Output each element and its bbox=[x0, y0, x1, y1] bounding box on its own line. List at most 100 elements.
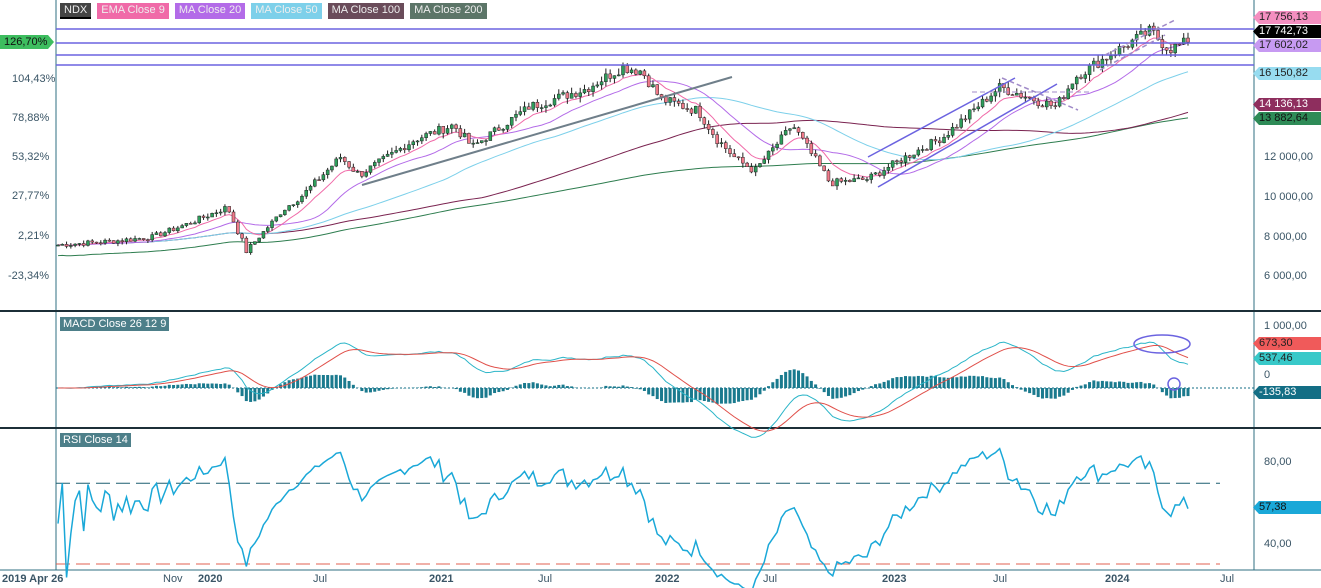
macd-histogram-bar bbox=[719, 388, 723, 404]
candle-body bbox=[501, 129, 505, 131]
legend-ndx[interactable]: NDX bbox=[60, 3, 92, 19]
candle-body bbox=[527, 106, 531, 110]
candle-body bbox=[689, 108, 694, 114]
candle-body bbox=[291, 204, 296, 206]
macd-histogram-bar bbox=[553, 385, 557, 388]
candle-body bbox=[1126, 46, 1130, 48]
macd-histogram-bar bbox=[433, 386, 437, 388]
macd-histogram-bar bbox=[1036, 388, 1040, 398]
macd-histogram-bar bbox=[1023, 388, 1027, 392]
macd-histogram-bar bbox=[715, 388, 719, 404]
candle-body bbox=[642, 70, 647, 77]
pct-tick: -23,34% bbox=[8, 270, 49, 282]
candle-body bbox=[646, 75, 651, 88]
candle-body bbox=[227, 206, 231, 213]
legend-ma20[interactable]: MA Close 20 bbox=[174, 3, 246, 19]
macd-histogram-bar bbox=[548, 386, 552, 388]
macd-histogram-bar bbox=[334, 374, 338, 388]
macd-histogram-bar bbox=[103, 386, 107, 388]
candle-body bbox=[985, 98, 989, 102]
macd-histogram-bar bbox=[895, 377, 899, 388]
macd-histogram-bar bbox=[908, 376, 912, 388]
macd-histogram-bar bbox=[1147, 383, 1151, 388]
dashed-line bbox=[1099, 34, 1166, 71]
candle-body bbox=[1181, 37, 1186, 45]
candle-body bbox=[1040, 105, 1045, 108]
macd-histogram-bar bbox=[745, 388, 749, 401]
macd-histogram-bar bbox=[437, 386, 441, 388]
rsi-title[interactable]: RSI Close 14 bbox=[60, 433, 131, 447]
macd-histogram-bar bbox=[523, 382, 527, 388]
legend-ma100[interactable]: MA Close 100 bbox=[327, 3, 405, 19]
candle-body bbox=[484, 140, 488, 142]
candle-body bbox=[283, 209, 287, 215]
candle-body bbox=[557, 93, 561, 99]
candle-body bbox=[685, 108, 689, 110]
macd-histogram-bar bbox=[711, 388, 715, 403]
macd-histogram-bar bbox=[210, 383, 214, 388]
candle-body bbox=[878, 172, 882, 176]
macd-histogram-bar bbox=[818, 388, 822, 389]
candle-body bbox=[274, 216, 279, 222]
candle-body bbox=[552, 98, 557, 106]
candle-body bbox=[73, 243, 77, 246]
candle-body bbox=[64, 244, 69, 247]
macd-histogram-bar bbox=[253, 388, 257, 402]
highlight-ellipse bbox=[1133, 334, 1191, 354]
price-tick: 12 000,00 bbox=[1264, 151, 1313, 163]
macd-histogram-bar bbox=[1066, 388, 1070, 393]
macd-histogram-bar bbox=[159, 386, 163, 388]
macd-histogram-bar bbox=[1177, 388, 1181, 398]
legend-ma50[interactable]: MA Close 50 bbox=[251, 3, 322, 19]
macd-histogram-bar bbox=[1019, 388, 1023, 390]
price-tag-last: 17 742,73 bbox=[1253, 25, 1321, 38]
macd-histogram-bar bbox=[1075, 386, 1079, 388]
macd-histogram-bar bbox=[608, 386, 612, 388]
candle-body bbox=[608, 73, 612, 79]
legend-ema9[interactable]: EMA Close 9 bbox=[97, 3, 169, 19]
candle-body bbox=[848, 179, 852, 182]
macd-histogram-bar bbox=[326, 375, 330, 388]
candle-body bbox=[882, 170, 886, 176]
macd-histogram-bar bbox=[835, 388, 839, 399]
macd-histogram-bar bbox=[1070, 388, 1074, 390]
macd-histogram-bar bbox=[724, 388, 728, 404]
macd-histogram-bar bbox=[261, 388, 265, 397]
macd-histogram-bar bbox=[904, 376, 907, 388]
macd-hist-tag: -135,83 bbox=[1253, 386, 1321, 399]
candle-body bbox=[711, 129, 715, 135]
time-tick: 2023 bbox=[882, 573, 907, 585]
candle-body bbox=[381, 156, 386, 160]
candle-body bbox=[1100, 58, 1105, 68]
macd-histogram-bar bbox=[1130, 382, 1134, 388]
macd-histogram-bar bbox=[1045, 388, 1049, 399]
macd-histogram-bar bbox=[540, 384, 544, 388]
macd-histogram-bar bbox=[976, 376, 980, 388]
macd-histogram-bar bbox=[732, 388, 736, 404]
candle-body bbox=[796, 127, 801, 133]
candle-body bbox=[432, 131, 437, 135]
macd-histogram-bar bbox=[296, 378, 300, 388]
candle-body bbox=[150, 234, 154, 241]
legend-ma200[interactable]: MA Close 200 bbox=[410, 3, 487, 19]
macd-histogram-bar bbox=[1109, 381, 1113, 388]
macd-title[interactable]: MACD Close 26 12 9 bbox=[60, 317, 170, 331]
macd-histogram-bar bbox=[1100, 380, 1104, 388]
candle-body bbox=[415, 140, 420, 143]
candle-body bbox=[766, 150, 771, 160]
candle-body bbox=[813, 153, 818, 157]
macd-histogram-bar bbox=[107, 386, 111, 388]
macd-histogram-bar bbox=[771, 382, 775, 388]
macd-histogram-bar bbox=[1028, 388, 1032, 394]
candle-body bbox=[218, 211, 223, 214]
macd-histogram-bar bbox=[244, 388, 248, 402]
macd-histogram-bar bbox=[1040, 388, 1044, 399]
macd-histogram-bar bbox=[364, 388, 368, 393]
macd-histogram-bar bbox=[938, 377, 942, 388]
candle-body bbox=[210, 213, 214, 218]
candle-body bbox=[124, 238, 129, 242]
macd-histogram-bar bbox=[814, 384, 818, 388]
candle-body bbox=[368, 165, 373, 173]
macd-histogram-bar bbox=[112, 387, 116, 388]
